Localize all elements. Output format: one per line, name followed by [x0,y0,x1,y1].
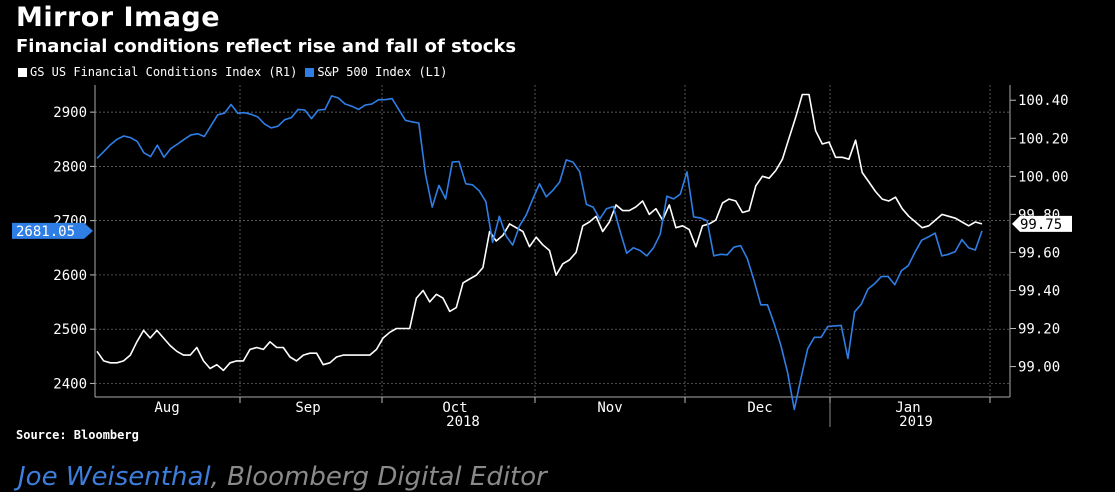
x-tick-label: Aug [154,400,179,416]
chart-title: Mirror Image [16,2,221,33]
last-value-label-fci: 99.75 [1020,217,1062,233]
last-value-tag-fci [1012,215,1072,232]
y-right-tick-label: 100.00 [1018,169,1069,185]
chart-subtitle: Financial conditions reflect rise and fa… [16,36,517,57]
legend-item-fci: GS US Financial Conditions Index (R1) [18,65,297,79]
y-right-tick-label: 99.40 [1018,283,1060,299]
y-left-tick-label: 2800 [53,159,87,175]
y-left-tick-label: 2600 [53,268,87,284]
y-right-tick-label: 100.20 [1018,131,1069,147]
legend-swatch-fci [18,67,27,77]
byline: Joe Weisenthal, Bloomberg Digital Editor [18,462,547,492]
byline-role: , Bloomberg Digital Editor [210,462,547,492]
byline-author: Joe Weisenthal [18,462,211,492]
legend-label-fci: GS US Financial Conditions Index (R1) [30,65,298,79]
legend-item-spx: S&P 500 Index (L1) [305,65,447,79]
x-tick-label: Sep [295,400,320,416]
series-line-fci [96,93,983,372]
legend-swatch-spx [305,67,315,77]
x-tick-label: Dec [747,400,772,416]
x-year-label: 2019 [899,414,933,430]
legend: GS US Financial Conditions Index (R1) S&… [18,65,447,79]
x-tick-label: Nov [597,400,622,416]
x-tick-label: Oct [442,400,467,416]
y-right-tick-label: 99.20 [1018,322,1060,338]
legend-label-spx: S&P 500 Index (L1) [317,65,448,79]
last-value-label-spx: 2681.05 [16,224,75,240]
last-value-tag-spx [12,222,93,239]
series-line-spx [96,95,983,411]
y-left-tick-label: 2900 [53,105,87,121]
y-left-tick-label: 2400 [53,376,87,392]
x-year-label: 2018 [446,414,480,430]
x-tick-label: Jan [895,400,920,416]
y-left-tick-label: 2500 [53,322,87,338]
y-right-tick-label: 99.60 [1018,245,1060,261]
source-note: Source: Bloomberg [16,428,139,442]
y-right-tick-label: 100.40 [1018,93,1069,109]
y-right-tick-label: 99.00 [1018,360,1060,376]
